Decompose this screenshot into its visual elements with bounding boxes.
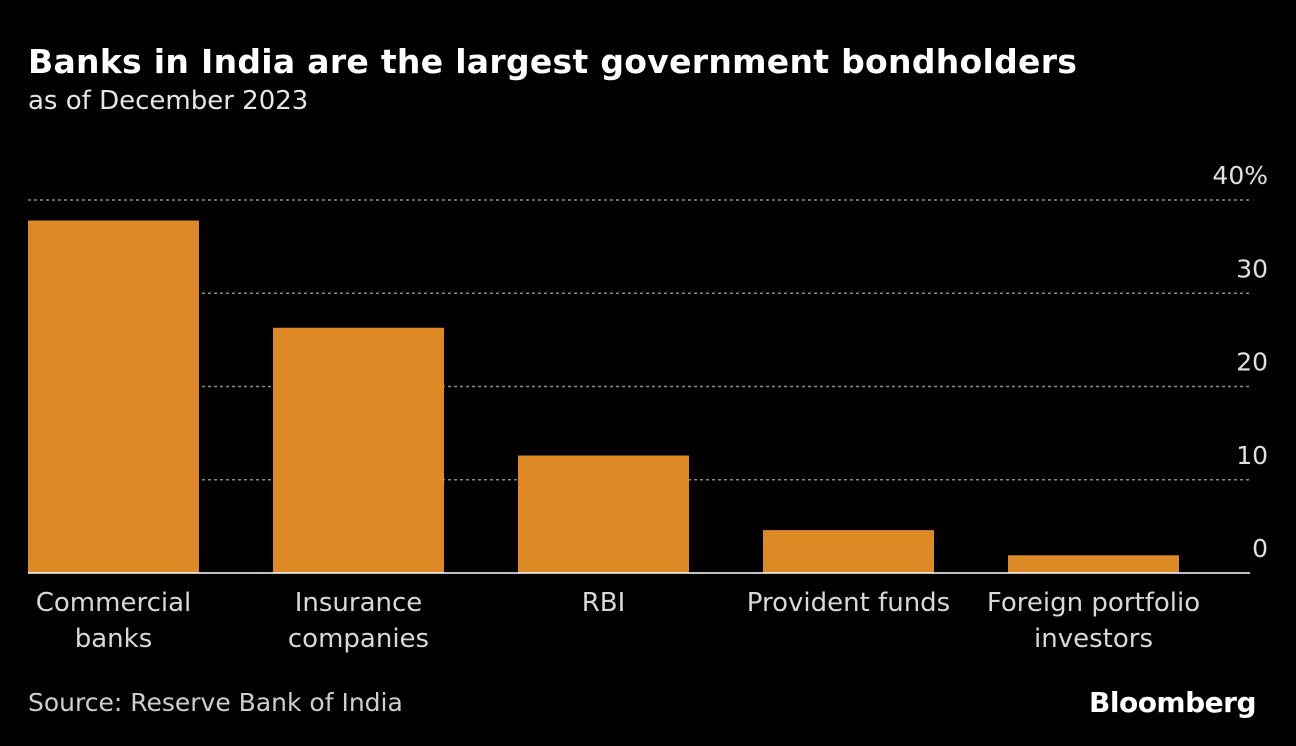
bar-1 [273, 327, 444, 573]
bar-4 [1008, 555, 1179, 573]
x-tick-label: Provident funds [747, 588, 950, 618]
chart-title: Banks in India are the largest governmen… [28, 42, 1078, 81]
x-tick-label: investors [1034, 624, 1153, 654]
x-tick-label: Foreign portfolio [987, 588, 1200, 618]
y-tick-label: 40% [1212, 161, 1268, 190]
bloomberg-logo: Bloomberg [1089, 686, 1256, 719]
x-tick-label: RBI [582, 588, 626, 618]
x-tick-label: banks [75, 624, 153, 654]
chart-subtitle: as of December 2023 [28, 86, 309, 116]
y-tick-label: 0 [1252, 534, 1268, 563]
x-tick-label: Commercial [36, 588, 192, 618]
y-tick-label: 10 [1236, 441, 1268, 470]
x-tick-label: companies [288, 624, 429, 654]
bar-3 [763, 530, 934, 573]
y-tick-label: 20 [1236, 348, 1268, 377]
y-tick-label: 30 [1236, 254, 1268, 283]
source-note: Source: Reserve Bank of India [28, 688, 403, 717]
bar-2 [518, 455, 689, 573]
bar-0 [28, 220, 199, 573]
x-tick-label: Insurance [295, 588, 423, 618]
